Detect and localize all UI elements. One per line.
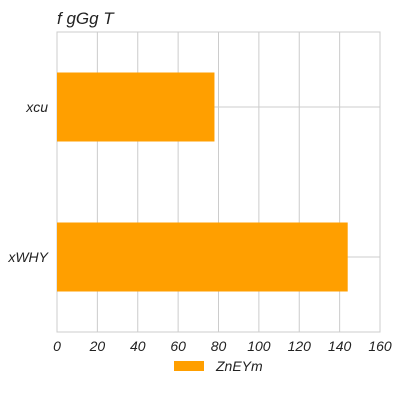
bar-xcu	[57, 72, 215, 142]
x-tick-label: 60	[170, 338, 186, 354]
x-tick-label: 140	[328, 338, 352, 354]
x-tick-label: 120	[288, 338, 312, 354]
x-tick-label: 40	[130, 338, 146, 354]
legend-label: ZnEYm	[215, 358, 263, 374]
x-tick-label: 80	[211, 338, 227, 354]
x-tick-label: 20	[89, 338, 106, 354]
y-tick-label: xWHY	[7, 249, 49, 265]
axes: 0 20 40 60 80 100 120 140 160 xcu xWHY	[7, 99, 392, 354]
legend: ZnEYm	[174, 358, 263, 374]
y-tick-label: xcu	[25, 99, 48, 115]
legend-swatch	[174, 361, 204, 371]
x-tick-label: 100	[247, 338, 271, 354]
x-tick-label: 0	[53, 338, 61, 354]
plot-frame	[56, 31, 381, 333]
x-tick-label: 160	[368, 338, 392, 354]
bars	[57, 72, 348, 292]
bar-xWHY	[57, 222, 348, 292]
chart-title: f gGg T	[57, 9, 115, 28]
